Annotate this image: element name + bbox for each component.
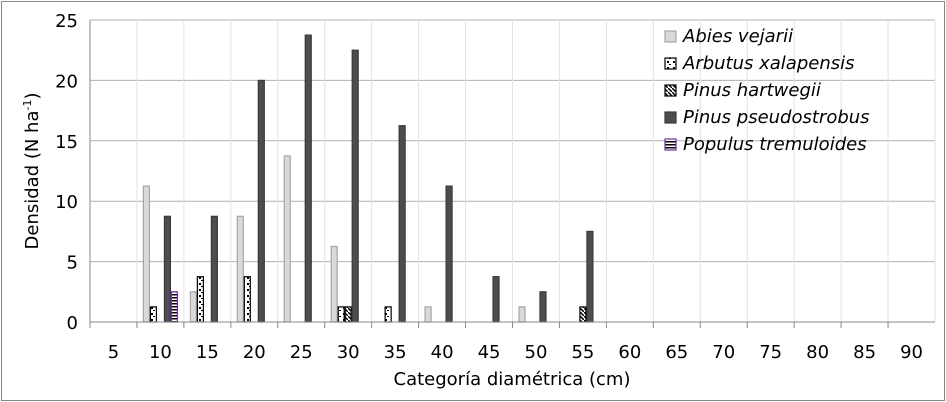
legend-label: Abies vejarii [682, 26, 793, 47]
x-axis-label: Categoría diamétrica (cm) [394, 369, 631, 390]
bar [170, 291, 179, 323]
bar [304, 34, 312, 323]
x-tick-label: 15 [196, 342, 219, 363]
y-tick-label: 15 [55, 132, 78, 153]
bar [149, 306, 158, 323]
bar [586, 230, 594, 323]
x-tick-label: 85 [853, 342, 876, 363]
legend-swatch [664, 111, 677, 124]
bar [445, 185, 453, 323]
y-tick-label: 0 [67, 313, 78, 334]
x-tick-label: 75 [759, 342, 782, 363]
legend-swatch [664, 30, 677, 43]
y-axis-label-main: Densidad (N ha [22, 111, 43, 250]
bar [351, 49, 359, 323]
legend-swatch [664, 138, 677, 151]
bar [344, 306, 352, 323]
x-tick-label: 65 [665, 342, 688, 363]
legend-label: Pinus pseudostrobus [683, 107, 870, 128]
bar [518, 306, 526, 323]
x-tick-label: 30 [337, 342, 360, 363]
bar [337, 306, 345, 323]
bar [330, 245, 338, 323]
bar [579, 306, 587, 323]
x-tick-label: 70 [712, 342, 735, 363]
bar [210, 215, 218, 323]
x-tick-label: 55 [571, 342, 594, 363]
x-tick-label: 35 [384, 342, 407, 363]
bar [424, 306, 432, 323]
y-tick-label: 20 [55, 71, 78, 92]
bar [257, 79, 265, 323]
bar [398, 125, 406, 323]
x-tick-label: 45 [478, 342, 501, 363]
legend-label: Populus tremuloides [683, 134, 867, 155]
bar [539, 291, 547, 323]
bar [283, 155, 291, 323]
x-tick-label: 90 [900, 342, 923, 363]
y-axis-label-end: ) [22, 93, 43, 100]
y-axis-label: Densidad (N ha-1) [21, 93, 43, 250]
bar [243, 276, 251, 323]
x-tick-label: 50 [525, 342, 548, 363]
x-tick-label: 25 [290, 342, 313, 363]
x-tick-label: 20 [243, 342, 266, 363]
x-tick-label: 80 [806, 342, 829, 363]
legend-label: Pinus hartwegii [683, 80, 821, 101]
y-tick-label: 25 [55, 11, 78, 32]
bar [142, 185, 151, 323]
legend-swatch [664, 57, 677, 70]
bar [384, 306, 392, 323]
x-tick-label: 10 [149, 342, 172, 363]
bar [236, 215, 244, 323]
x-tick-label: 60 [618, 342, 641, 363]
legend-swatch [664, 84, 677, 97]
bar [196, 276, 204, 323]
bar [163, 215, 172, 323]
legend-label: Arbutus xalapensis [682, 53, 855, 74]
x-tick-label: 5 [108, 342, 119, 363]
y-tick-label: 5 [67, 253, 78, 274]
bar [492, 276, 500, 323]
x-tick-label: 40 [431, 342, 454, 363]
y-axis-label-sup: -1 [21, 100, 34, 111]
bar [189, 291, 197, 323]
y-tick-label: 10 [55, 192, 78, 213]
